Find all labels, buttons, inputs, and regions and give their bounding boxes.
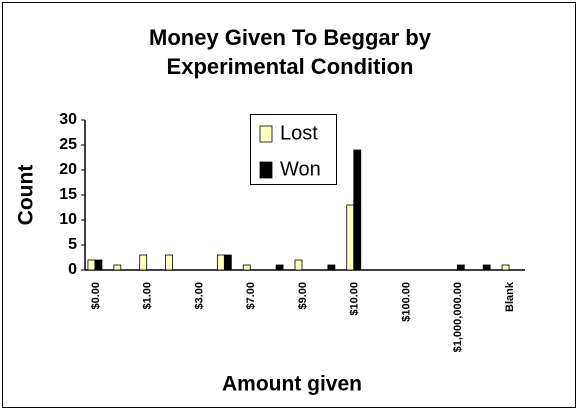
- y-tick-label: 30: [59, 111, 77, 128]
- x-tick-label: $7.00: [245, 282, 257, 310]
- legend: Lost Won: [250, 114, 337, 185]
- bar: [216, 254, 225, 271]
- bar: [482, 264, 491, 271]
- bar: [294, 259, 303, 271]
- bar: [223, 254, 232, 271]
- y-tick-label: 25: [59, 136, 77, 153]
- plot-area: 0 5 10 15 20 25 30 $0.00 $1.00 $3.00 $7.00 $9.00 $10…: [59, 111, 525, 352]
- bar: [275, 264, 284, 271]
- bar: [242, 264, 251, 271]
- y-tick-label: 20: [59, 161, 77, 178]
- bar: [346, 204, 355, 271]
- bar: [353, 149, 362, 271]
- legend-swatch: [259, 161, 273, 179]
- bar: [165, 254, 173, 271]
- bar: [113, 264, 122, 271]
- bar: [501, 264, 510, 271]
- y-tick-label: 0: [68, 261, 77, 278]
- bar: [139, 254, 148, 271]
- chart-title: Money Given To Beggar by: [149, 25, 432, 50]
- bar: [327, 264, 336, 271]
- legend-swatch: [259, 125, 273, 143]
- x-tick-label: Blank: [504, 281, 516, 312]
- y-axis-title: Count: [15, 165, 38, 226]
- x-tick-label: $1.00: [142, 282, 154, 310]
- bar: [87, 259, 96, 271]
- x-tick-label: $3.00: [193, 282, 205, 310]
- x-tick-label: $100.00: [400, 282, 412, 322]
- y-tick-label: 10: [59, 211, 77, 228]
- y-tick-label: 15: [59, 186, 77, 203]
- bar: [94, 259, 103, 271]
- chart-title: Experimental Condition: [167, 54, 414, 79]
- x-tick-label: $0.00: [90, 282, 102, 310]
- x-tick-label: $1,000,000.00: [452, 282, 464, 352]
- y-tick-label: 5: [68, 236, 77, 253]
- legend-label: Won: [280, 158, 321, 180]
- bar: [456, 264, 465, 271]
- x-tick-label: $9.00: [297, 282, 309, 310]
- x-axis-title: Amount given: [222, 373, 362, 396]
- chart-border: [2, 2, 576, 408]
- legend-label: Lost: [280, 122, 318, 144]
- x-tick-label: $10.00: [349, 282, 361, 316]
